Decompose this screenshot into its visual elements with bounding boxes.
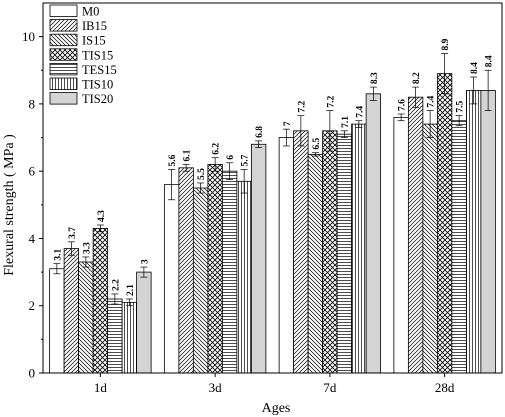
bar-tis20-3d [250,143,267,374]
legend-label-tis20: TIS20 [82,92,113,106]
legend-swatch-is15 [49,33,78,47]
value-label: 7.5 [456,101,466,113]
bar-is15-28d [422,123,438,374]
legend-label-is15: IS15 [82,34,106,48]
bar-is15-1d [78,261,94,374]
value-labels-group: 3.1 3.7 3.3 4.3 2.2 2.1 3 5.6 6.1 5.5 6.2 6 5.7 6.8 7 7… [53,38,494,296]
bar-ib15-3d [178,167,194,374]
value-label: 5.6 [168,154,178,166]
value-label: 7 [283,121,293,126]
legend-swatch-tes15 [49,63,78,76]
y-tick-label: 8 [29,96,36,111]
value-label: 4.3 [97,210,107,222]
bar-m0-7d [278,137,295,374]
value-label: 2.1 [126,284,136,296]
bar-is15-3d [192,187,209,374]
bar-tis15-28d [436,73,453,374]
x-tick-label: 7d [323,380,337,395]
y-tick-label: 2 [29,298,36,313]
bar-ib15-28d [407,96,424,374]
value-label: 6.5 [312,138,322,150]
axes-group: 1d 3d 7d 28d 0 2 4 6 8 10 [22,2,503,395]
value-label: 2.2 [111,279,121,291]
bar-tis10-1d [121,301,138,374]
bar-tes15-28d [451,120,467,374]
value-label: 6.1 [183,149,193,161]
value-label: 7.1 [341,116,351,128]
legend-swatch-tis10 [49,77,78,90]
value-label: 5.7 [241,154,251,166]
bar-tis20-28d [480,90,496,374]
y-tick-label: 0 [29,366,36,381]
value-label: 8.2 [412,72,422,84]
legend-swatch-tis15 [49,48,78,61]
legend-label-tis10: TIS10 [82,78,113,92]
error-bars-group [53,53,492,307]
y-tick-label: 4 [29,231,36,246]
value-label: 5.5 [197,168,207,180]
bar-is15-7d [307,153,324,374]
y-tick-label: 10 [22,29,35,44]
x-tick-label: 1d [94,380,108,395]
bars-group [49,73,496,374]
value-label: 7.2 [326,96,336,108]
bar-ib15-1d [63,248,80,374]
bar-tis10-3d [236,180,252,374]
legend-label-tis15: TIS15 [82,48,113,62]
value-label: 6.8 [255,126,265,138]
value-label: 8.9 [441,38,451,50]
bar-tis20-7d [365,93,382,374]
bar-m0-1d [49,268,65,374]
value-label: 8.3 [370,72,380,84]
value-label: 7.4 [427,96,437,108]
value-label: 8.4 [485,55,495,67]
bar-tes15-7d [336,133,353,374]
value-label: 6 [226,155,236,160]
value-label: 3 [140,259,150,264]
x-tick-label: 28d [435,380,455,395]
value-label: 8.4 [470,62,480,74]
value-label: 7.4 [355,106,365,118]
bar-tis15-3d [207,164,223,374]
plot-frame [42,2,503,374]
value-label: 3.3 [82,242,92,254]
value-label: 3.7 [68,227,78,239]
bar-tes15-3d [221,170,238,374]
bar-tis10-28d [465,90,482,374]
bar-tis15-1d [92,227,109,374]
value-label: 7.6 [398,99,408,111]
bar-tes15-1d [107,298,123,374]
legend-swatch-m0 [49,4,78,17]
legend-label-tes15: TES15 [82,63,117,77]
bar-tis20-1d [136,271,152,374]
y-tick-label: 6 [29,164,36,179]
bar-m0-3d [163,184,180,374]
y-axis-title: Flexural strength ( MPa ) [2,134,17,276]
x-axis-title: Ages [262,401,291,416]
legend-swatch-ib15 [49,19,78,32]
bar-ib15-7d [293,130,309,374]
x-tick-label: 3d [209,380,223,395]
legend-label-ib15: IB15 [82,19,107,33]
bar-m0-28d [393,116,409,374]
value-label: 7.2 [297,101,307,113]
bar-tis10-7d [351,123,367,374]
value-label: 3.1 [53,249,63,261]
value-label: 6.2 [212,143,222,155]
legend-label-m0: M0 [82,5,99,19]
legend-swatch-tis20 [49,92,78,105]
bar-tis15-7d [322,130,338,374]
